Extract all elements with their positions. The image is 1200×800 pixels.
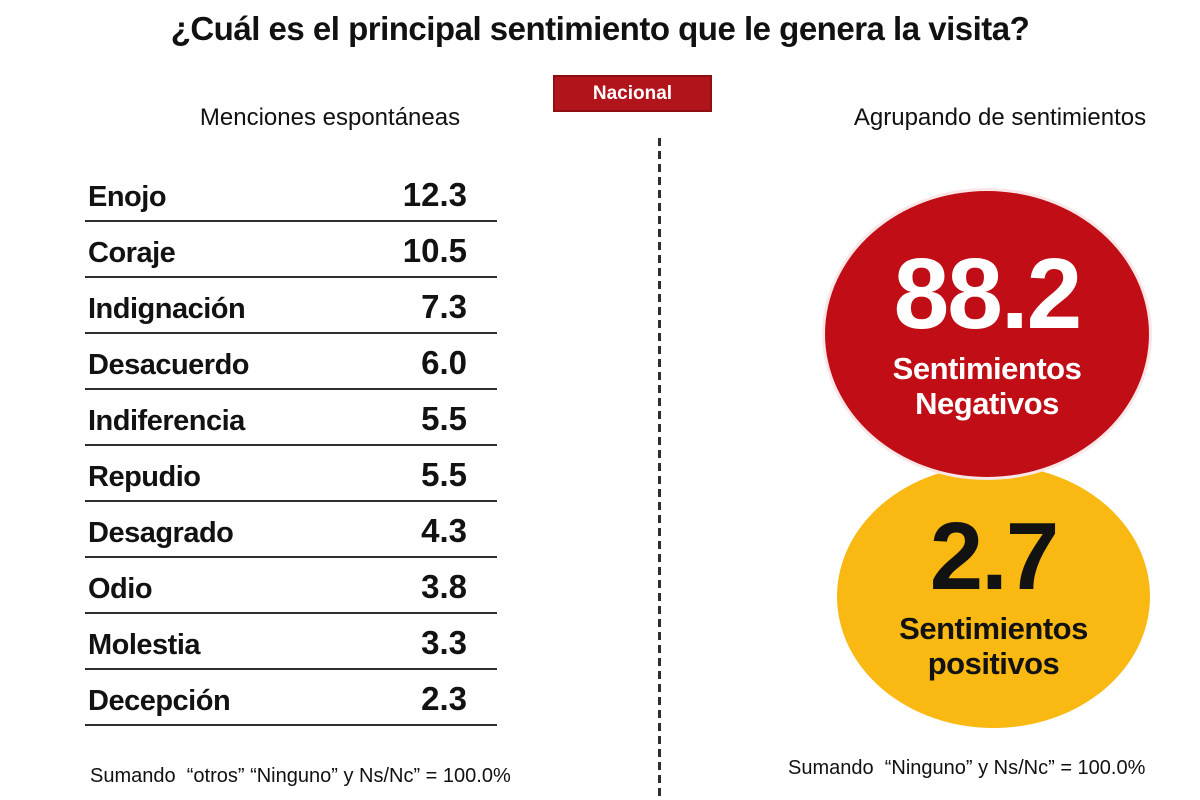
right-footnote: Sumando “Ninguno” y Ns/Nc” = 100.0% (788, 757, 1146, 779)
table-row: Decepción 2.3 (85, 670, 497, 726)
chart-title: ¿Cuál es el principal sentimiento que le… (170, 10, 1030, 47)
right-column-header: Agrupando de sentimientos (853, 104, 1147, 131)
sentiment-value: 3.3 (421, 624, 467, 661)
national-badge: Nacional (553, 75, 712, 112)
national-badge-label: Nacional (592, 82, 673, 104)
table-row: Desagrado 4.3 (85, 502, 497, 558)
left-footnote: Sumando “otros” “Ninguno” y Ns/Nc” = 100… (90, 765, 511, 787)
negative-sentiments-bubble: 88.2 Sentimientos Negativos (822, 188, 1152, 480)
positive-sentiments-bubble: 2.7 Sentimientos positivos (837, 465, 1150, 728)
table-row: Molestia 3.3 (85, 614, 497, 670)
table-row: Enojo 12.3 (85, 166, 497, 222)
negative-sentiments-value: 88.2 (893, 237, 1083, 350)
sentiment-value: 5.5 (421, 400, 467, 437)
sentiment-label: Molestia (88, 629, 201, 661)
table-row: Repudio 5.5 (85, 446, 497, 502)
sentiment-value: 3.8 (421, 568, 467, 605)
sentiment-label: Coraje (88, 237, 176, 269)
table-row: Indiferencia 5.5 (85, 390, 497, 446)
sentiment-label: Enojo (88, 181, 167, 213)
sentiment-label: Indignación (88, 293, 246, 325)
sentiment-value: 12.3 (402, 176, 467, 213)
section-divider (658, 138, 661, 800)
positive-sentiments-label: Sentimientos positivos (899, 611, 1088, 682)
sentiment-value: 6.0 (421, 344, 467, 381)
sentiment-value: 7.3 (421, 288, 467, 325)
left-column-header: Menciones espontáneas (199, 104, 461, 131)
mentions-table: Enojo 12.3 Coraje 10.5 Indignación 7.3 D… (85, 166, 497, 726)
sentiment-label: Desacuerdo (88, 349, 250, 381)
table-row: Indignación 7.3 (85, 278, 497, 334)
table-row: Desacuerdo 6.0 (85, 334, 497, 390)
sentiment-value: 4.3 (421, 512, 467, 549)
sentiment-label: Repudio (88, 461, 201, 493)
table-row: Odio 3.8 (85, 558, 497, 614)
sentiment-label: Desagrado (88, 517, 234, 549)
sentiment-label: Indiferencia (88, 405, 245, 437)
negative-sentiments-label: Sentimientos Negativos (892, 350, 1082, 421)
sentiment-value: 2.3 (421, 680, 467, 717)
table-row: Coraje 10.5 (85, 222, 497, 278)
sentiment-label: Decepción (88, 685, 231, 717)
sentiment-label: Odio (88, 573, 153, 605)
sentiment-value: 5.5 (421, 456, 467, 493)
sentiment-value: 10.5 (402, 232, 467, 269)
positive-sentiments-value: 2.7 (929, 503, 1059, 611)
